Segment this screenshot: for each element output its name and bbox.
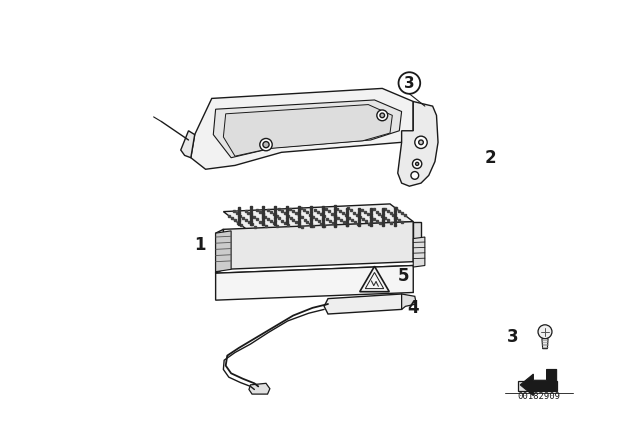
Text: 5: 5 [398, 267, 410, 284]
Polygon shape [216, 266, 413, 300]
Text: 1: 1 [195, 236, 206, 254]
Circle shape [415, 136, 428, 148]
Polygon shape [402, 294, 417, 310]
Polygon shape [397, 102, 438, 186]
Polygon shape [518, 381, 557, 391]
Polygon shape [180, 131, 195, 158]
Polygon shape [223, 204, 413, 229]
Text: 00182909: 00182909 [517, 392, 560, 401]
Text: 3: 3 [507, 328, 518, 346]
Polygon shape [542, 339, 548, 349]
Polygon shape [223, 222, 413, 269]
Polygon shape [520, 370, 557, 396]
Polygon shape [249, 383, 270, 394]
Circle shape [399, 72, 420, 94]
Polygon shape [413, 222, 421, 262]
Circle shape [263, 142, 269, 148]
Circle shape [260, 138, 272, 151]
Text: 3: 3 [404, 76, 415, 90]
Polygon shape [213, 100, 402, 158]
Circle shape [538, 325, 552, 339]
Polygon shape [223, 104, 392, 156]
Polygon shape [216, 231, 231, 271]
Circle shape [411, 172, 419, 179]
Polygon shape [216, 229, 223, 273]
Polygon shape [324, 294, 406, 314]
Circle shape [415, 162, 419, 165]
Circle shape [419, 140, 423, 145]
Polygon shape [191, 88, 413, 169]
Circle shape [412, 159, 422, 168]
Text: 4: 4 [408, 299, 419, 317]
Polygon shape [360, 266, 389, 292]
Text: 2: 2 [485, 149, 497, 167]
Polygon shape [413, 237, 425, 267]
Circle shape [377, 110, 388, 121]
Circle shape [380, 113, 385, 118]
